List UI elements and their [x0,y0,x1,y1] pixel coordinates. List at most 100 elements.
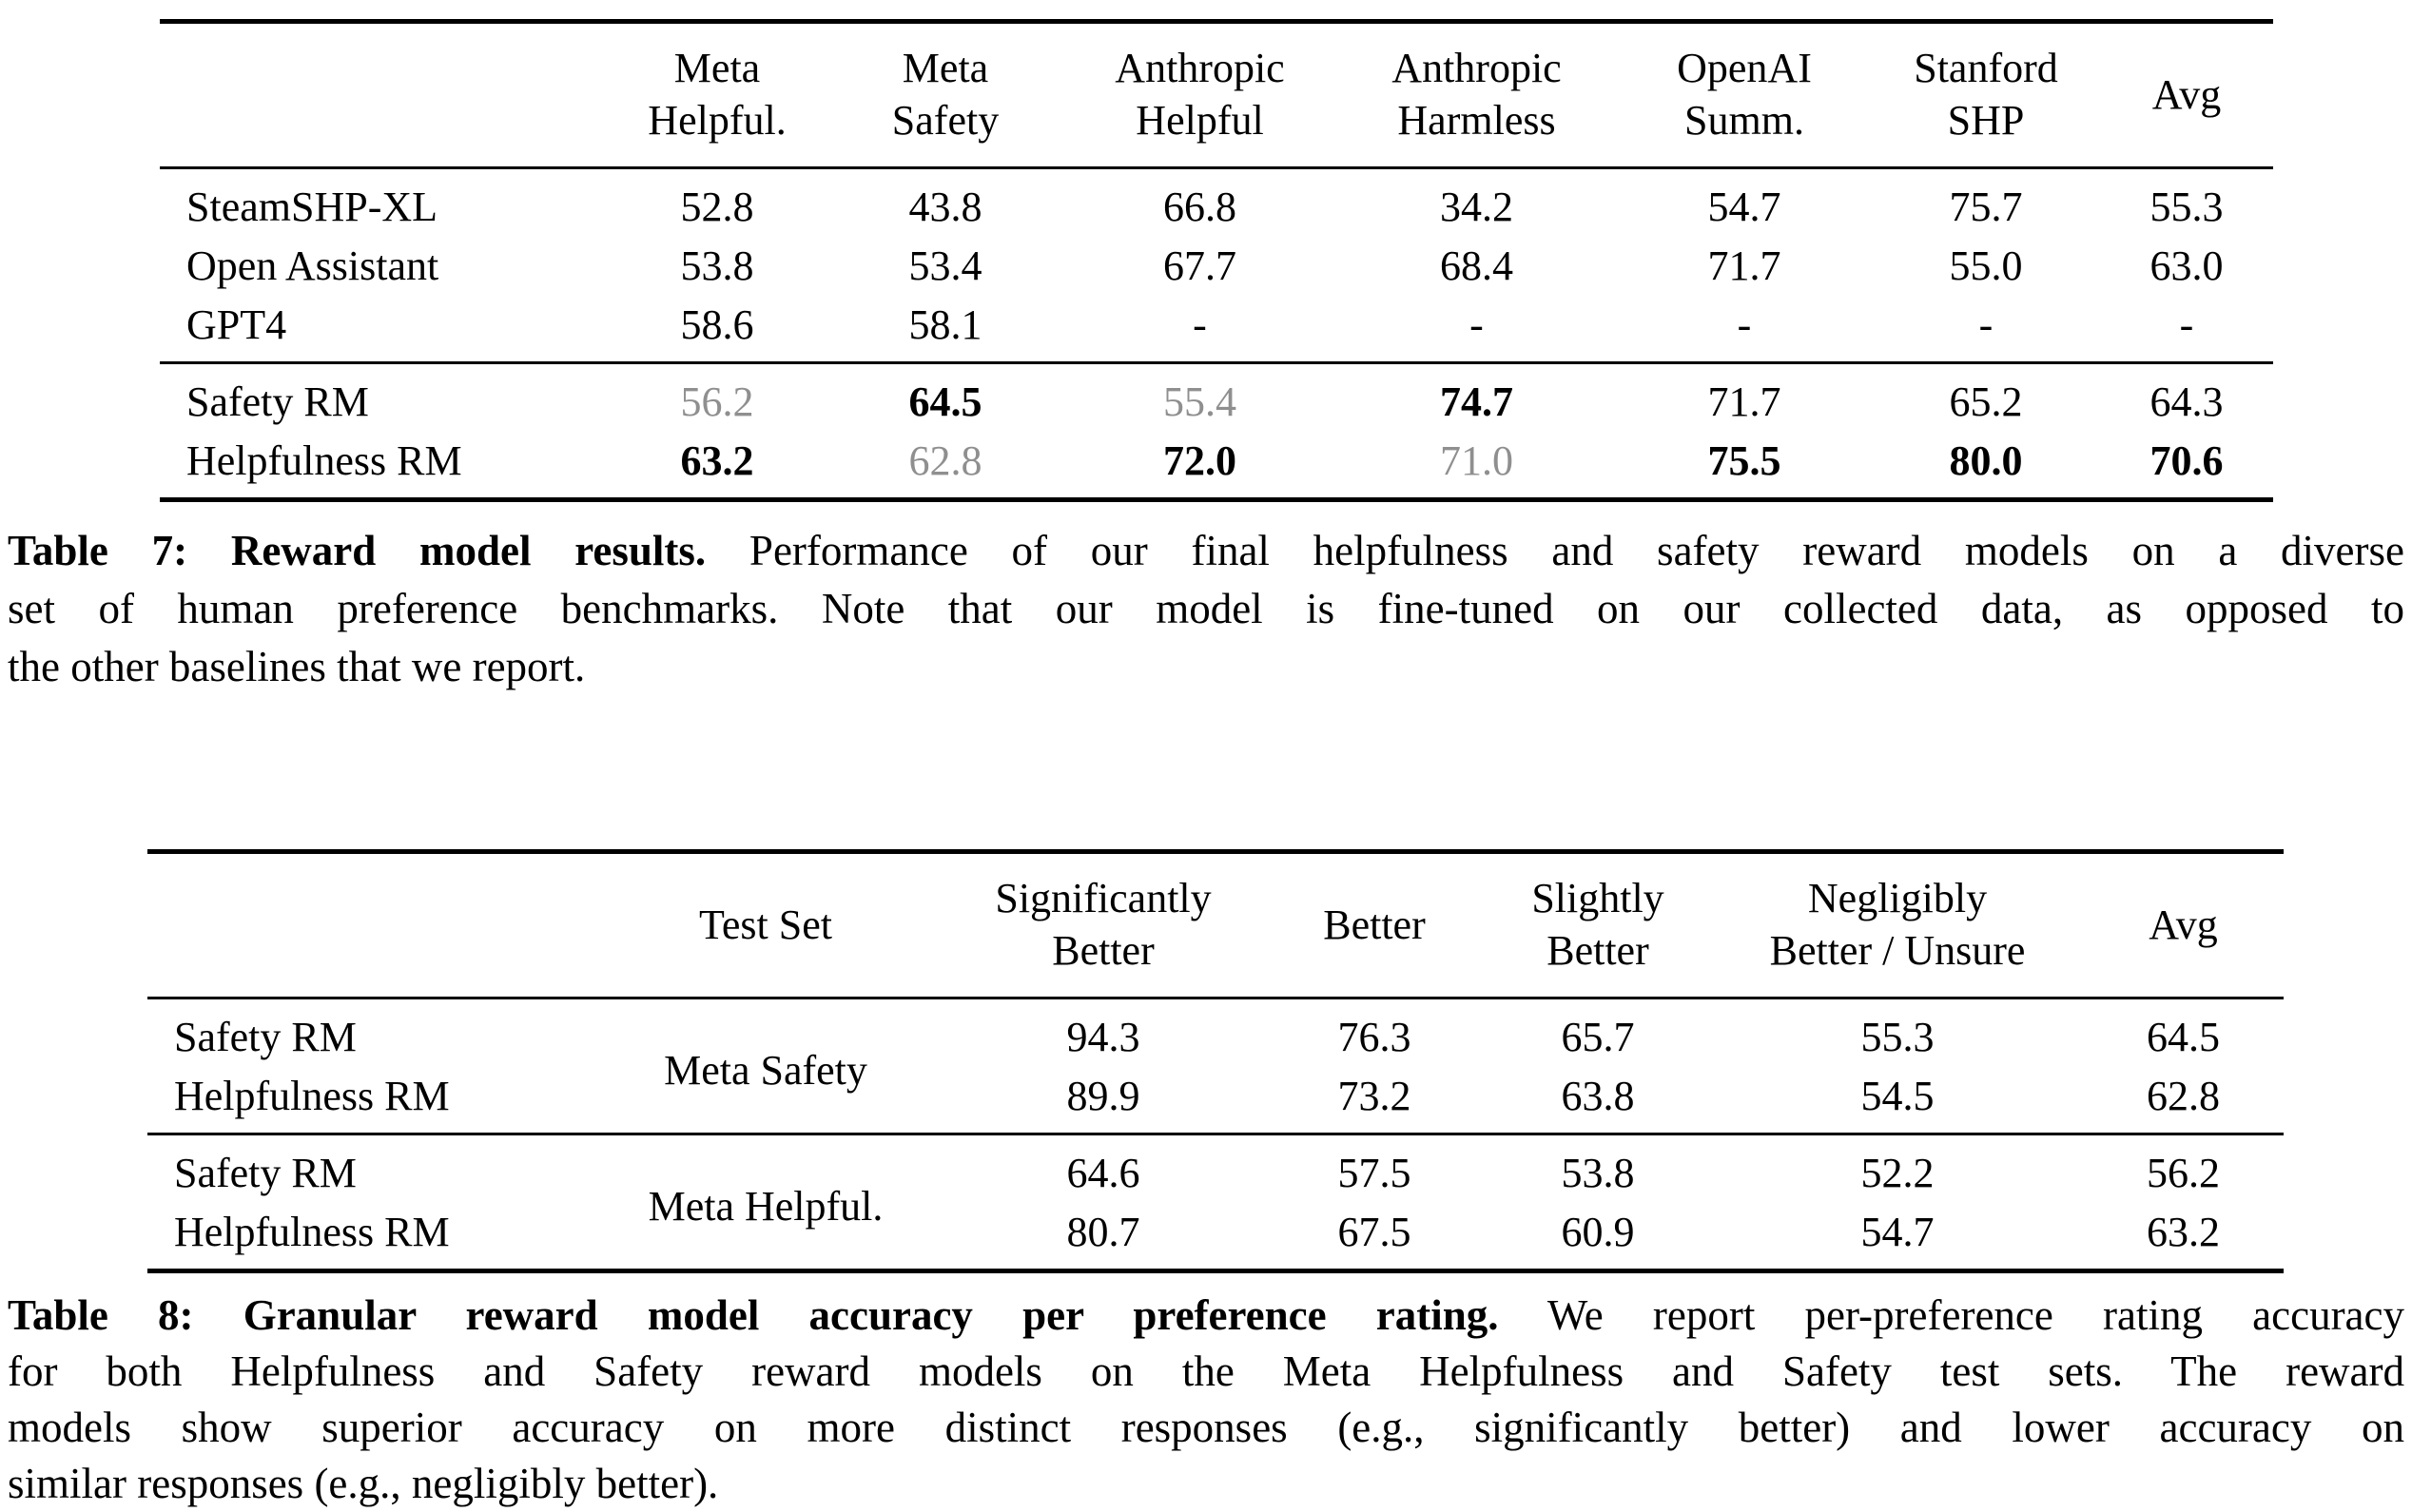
column-header-line: Better [1052,927,1155,974]
caption-line: the other baselines that we report. [8,643,586,690]
score-cell: 65.7 [1561,1013,1635,1060]
score-cell: 58.6 [680,300,754,348]
score-cell: 52.2 [1860,1149,1935,1196]
table-row-safety-rm-meta-helpful: Safety RM Meta Helpful. 64.6 57.5 53.8 5… [147,1134,2284,1230]
caption-text: We report per-preference rating accuracy [1498,1291,2404,1339]
score-cell: 73.2 [1337,1072,1411,1119]
score-cell: 34.2 [1440,183,1513,230]
score-cell: 68.4 [1440,242,1513,289]
column-header-line: Slightly [1531,875,1664,922]
caption-text: Performance of our final helpfulness and… [706,527,2404,574]
table-row-helpfulness-rm-meta-helpful: Helpfulness RM 80.7 67.5 60.9 54.7 63.2 [147,1202,2284,1271]
column-header-openai-summ: OpenAI Summ. [1617,22,1872,168]
column-header-slightly-better: Slightly Better [1484,852,1712,998]
column-header-line: Anthropic [1391,45,1562,92]
column-header-test-set: Test Set [590,852,942,998]
score-cell: 67.5 [1337,1208,1411,1255]
column-header-avg: Avg [2100,22,2273,168]
score-cell: 53.8 [680,242,754,289]
score-cell: - [1737,300,1752,348]
column-header-line: Meta [673,45,761,92]
score-cell: 64.5 [908,378,982,425]
score-cell: 65.2 [1949,378,2023,425]
score-cell: 54.5 [1860,1072,1935,1119]
model-name-cell: Safety RM [186,378,369,425]
column-header-line: SHP [1947,97,2025,144]
score-cell: 55.3 [1860,1013,1935,1060]
score-cell: 89.9 [1066,1072,1140,1119]
score-cell: 76.3 [1337,1013,1411,1060]
column-header-line: Meta [902,45,989,92]
table7-corner-cell [160,22,607,168]
score-cell: 58.1 [908,300,982,348]
score-cell: 55.4 [1163,378,1236,425]
column-header-line: Better [1323,901,1426,948]
score-cell: 70.6 [2149,436,2224,484]
score-cell: 67.7 [1163,242,1236,289]
score-cell: 55.0 [1949,242,2023,289]
caption-line: Table 8: Granular reward model accuracy … [8,1288,2404,1344]
score-cell: - [1193,300,1207,348]
score-cell: 63.2 [2147,1208,2220,1255]
column-header-stanford-shp: Stanford SHP [1872,22,2100,168]
column-header-better: Better [1265,852,1484,998]
score-cell: 62.8 [2147,1072,2220,1119]
model-name-cell: Safety RM [174,1013,357,1060]
score-cell: 75.7 [1949,183,2023,230]
column-header-line: Anthropic [1115,45,1285,92]
score-cell: 80.7 [1066,1208,1140,1255]
score-cell: 80.0 [1949,436,2023,484]
table-row-steamshp-xl: SteamSHP-XL 52.8 43.8 66.8 34.2 54.7 75.… [160,168,2273,237]
column-header-line: Negligibly [1807,875,1988,922]
model-name-cell: Helpfulness RM [174,1072,450,1119]
score-cell: 63.0 [2149,242,2224,289]
model-name-cell: Open Assistant [186,242,439,289]
column-header-anthropic-harmless: Anthropic Harmless [1336,22,1617,168]
model-name-cell: Safety RM [174,1149,357,1196]
table-row-safety-rm: Safety RM 56.2 64.5 55.4 74.7 71.7 65.2 … [160,363,2273,432]
score-cell: 63.8 [1561,1072,1635,1119]
table-row-open-assistant: Open Assistant 53.8 53.4 67.7 68.4 71.7 … [160,236,2273,295]
score-cell: 53.8 [1561,1149,1635,1196]
score-cell: 94.3 [1066,1013,1140,1060]
column-header-anthropic-helpful: Anthropic Helpful [1063,22,1336,168]
column-header-line: Test Set [699,901,832,948]
caption-line: models show superior accuracy on more di… [8,1404,2404,1451]
column-header-line: Avg [2149,901,2218,948]
caption-bold-label: Table 8: Granular reward model accuracy … [8,1291,1499,1339]
model-name-cell: Helpfulness RM [186,436,462,484]
score-cell: 54.7 [1707,183,1781,230]
score-cell: 64.6 [1066,1149,1140,1196]
column-header-line: Stanford [1914,45,2058,92]
caption-bold-label: Table 7: Reward model results. [8,527,707,574]
column-header-line: Harmless [1397,97,1556,144]
caption-line: similar responses (e.g., negligibly bett… [8,1460,719,1507]
caption-line: Table 7: Reward model results. Performan… [8,522,2404,580]
score-cell: 71.7 [1707,242,1781,289]
table8-header-row: Test Set Significantly Better Better Sli… [147,852,2284,998]
score-cell: - [1978,300,1994,348]
score-cell: 74.7 [1440,378,1513,425]
score-cell: 60.9 [1561,1208,1635,1255]
column-header-line: Better [1546,927,1649,974]
table8-corner-cell [147,852,590,998]
table-row-helpfulness-rm: Helpfulness RM 63.2 62.8 72.0 71.0 75.5 … [160,431,2273,500]
score-cell: 53.4 [908,242,982,289]
score-cell: 56.2 [2147,1149,2220,1196]
table-row-safety-rm-meta-safety: Safety RM Meta Safety 94.3 76.3 65.7 55.… [147,998,2284,1094]
score-cell: 54.7 [1860,1208,1935,1255]
score-cell: 72.0 [1163,436,1236,484]
column-header-negligibly-better-unsure: Negligibly Better / Unsure [1712,852,2083,998]
test-set-cell: Meta Safety [664,1046,867,1094]
score-cell: 62.8 [908,436,982,484]
score-cell: 75.5 [1707,436,1781,484]
model-name-cell: GPT4 [186,300,287,348]
column-header-line: Better / Unsure [1769,927,2026,974]
caption-line: for both Helpfulness and Safety reward m… [8,1347,2404,1395]
table7-header-row: Meta Helpful. Meta Safety Anthropic Help… [160,22,2273,168]
caption-line: set of human preference benchmarks. Note… [8,585,2404,632]
column-header-line: Significantly [995,875,1212,922]
score-cell: - [2179,300,2194,348]
score-cell: 57.5 [1337,1149,1411,1196]
